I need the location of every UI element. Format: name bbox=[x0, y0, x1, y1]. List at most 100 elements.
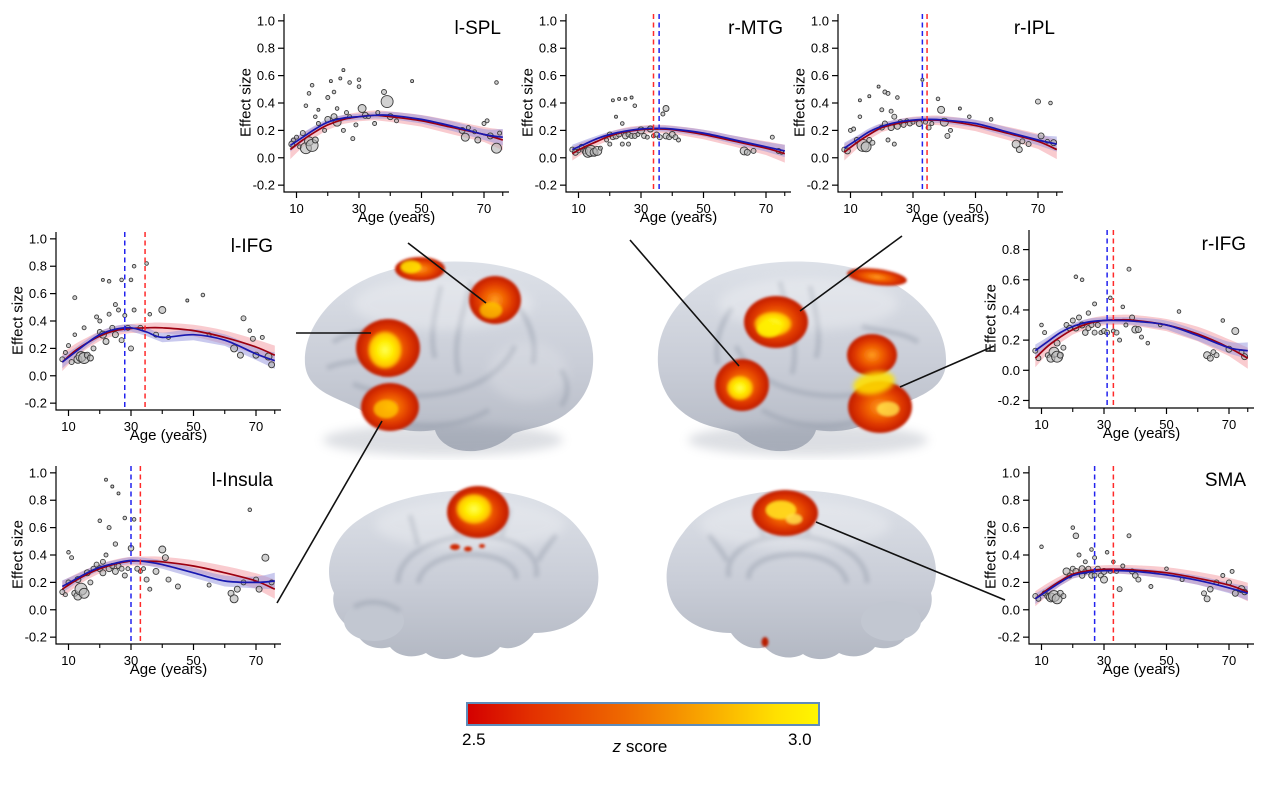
data-point bbox=[255, 585, 263, 593]
data-point bbox=[1135, 576, 1142, 583]
red-fit-curve bbox=[1034, 568, 1249, 600]
data-point bbox=[1076, 314, 1082, 321]
data-point bbox=[334, 106, 340, 111]
data-point bbox=[1120, 563, 1126, 569]
y-tick-label: 0.0 bbox=[257, 150, 275, 165]
data-point bbox=[81, 325, 87, 331]
y-tick-label: 0.2 bbox=[29, 341, 47, 356]
x-tick-label: 50 bbox=[696, 201, 710, 216]
data-point bbox=[1037, 132, 1045, 140]
data-point bbox=[957, 106, 962, 111]
panel-title: SMA bbox=[1204, 470, 1246, 491]
data-point bbox=[240, 315, 247, 322]
data-point bbox=[644, 134, 650, 140]
panel-title: l-IFG bbox=[230, 236, 273, 257]
data-point bbox=[106, 311, 112, 317]
colorbar-gradient bbox=[466, 702, 820, 726]
data-point bbox=[1126, 266, 1132, 272]
data-point bbox=[662, 105, 670, 112]
y-tick-label: 0.8 bbox=[29, 493, 47, 508]
data-point bbox=[967, 114, 972, 119]
activation-core bbox=[757, 321, 781, 337]
data-point bbox=[158, 545, 167, 554]
data-point bbox=[1019, 138, 1026, 145]
data-point bbox=[867, 94, 872, 99]
data-point bbox=[474, 136, 482, 144]
data-point bbox=[128, 345, 134, 352]
activation-core bbox=[766, 501, 796, 519]
scatter-plot-l-ifg: -0.2 0.0 0.2 0.4 0.6 0.8 1.0 10 30 50 70 bbox=[25, 231, 281, 434]
colorbar-title-rest: score bbox=[621, 737, 668, 756]
x-tick-label: 30 bbox=[352, 201, 366, 216]
data-point bbox=[623, 96, 628, 101]
data-point bbox=[888, 108, 894, 114]
data-point bbox=[1079, 277, 1085, 283]
brain-surface bbox=[304, 261, 594, 456]
panel-l-insula: Effect size l-Insula Age (years) -0.2 0.0… bbox=[10, 458, 295, 690]
data-point bbox=[381, 89, 387, 95]
x-tick-label: 70 bbox=[759, 201, 773, 216]
data-point bbox=[350, 136, 356, 142]
panel-title: r-MTG bbox=[728, 18, 783, 39]
y-tick-label: 1.0 bbox=[811, 13, 829, 28]
data-point bbox=[1201, 590, 1207, 597]
activation-speck bbox=[761, 637, 769, 647]
data-point bbox=[236, 351, 244, 359]
x-tick-label: 10 bbox=[289, 201, 303, 216]
y-tick-label: 0.2 bbox=[1002, 575, 1020, 590]
data-point bbox=[1104, 550, 1110, 555]
data-point bbox=[306, 91, 312, 96]
y-tick-label: 1.0 bbox=[539, 13, 557, 28]
scatter-plot-r-ipl: -0.2 0.0 0.2 0.4 0.6 0.8 1.0 10 30 50 70 bbox=[807, 13, 1063, 216]
data-point bbox=[125, 566, 131, 572]
data-point bbox=[331, 89, 337, 95]
data-point bbox=[353, 122, 359, 128]
data-point bbox=[116, 491, 121, 496]
y-tick-label: 0.6 bbox=[1002, 520, 1020, 535]
blue-fit-curve bbox=[1034, 569, 1249, 600]
data-point bbox=[185, 298, 190, 303]
data-point bbox=[988, 117, 994, 122]
data-point bbox=[491, 142, 502, 154]
y-tick-label: 0.6 bbox=[257, 68, 275, 83]
data-point bbox=[247, 507, 253, 513]
data-point bbox=[325, 95, 331, 100]
data-point bbox=[857, 98, 862, 103]
data-point bbox=[484, 118, 490, 124]
data-point bbox=[632, 103, 638, 108]
data-point bbox=[1176, 309, 1182, 314]
y-tick-label: 0.4 bbox=[257, 96, 275, 111]
data-point bbox=[356, 84, 362, 89]
x-axis-label: Age (years) bbox=[129, 427, 208, 444]
y-tick-label: 0.6 bbox=[1002, 272, 1020, 287]
y-tick-label: 0.0 bbox=[1002, 602, 1020, 617]
data-point bbox=[328, 79, 333, 84]
data-point bbox=[119, 277, 124, 283]
data-point bbox=[152, 567, 160, 575]
y-tick-label: -0.2 bbox=[25, 396, 47, 411]
data-point bbox=[121, 572, 128, 579]
data-point bbox=[104, 477, 108, 482]
y-tick-label: 0.6 bbox=[811, 68, 829, 83]
data-point bbox=[72, 295, 78, 301]
data-point bbox=[94, 314, 100, 320]
data-point bbox=[122, 313, 128, 318]
x-tick-label: 50 bbox=[414, 201, 428, 216]
data-point bbox=[1048, 100, 1053, 106]
data-point bbox=[200, 292, 206, 298]
x-tick-label: 50 bbox=[968, 201, 982, 216]
data-point bbox=[619, 141, 625, 147]
panel-r-ipl: Effect size r-IPL Age (years) -0.2 0.0 0.2… bbox=[792, 6, 1077, 238]
data-point bbox=[1231, 327, 1240, 336]
y-tick-label: 0.0 bbox=[29, 368, 47, 383]
y-tick-label: 0.2 bbox=[811, 123, 829, 138]
panel-title: l-SPL bbox=[454, 18, 501, 39]
data-point bbox=[158, 306, 167, 314]
x-tick-label: 70 bbox=[477, 201, 491, 216]
data-point bbox=[118, 565, 125, 572]
data-point bbox=[340, 127, 346, 133]
data-point bbox=[311, 136, 319, 144]
data-point bbox=[103, 552, 109, 558]
scatter-plot-l-insula: -0.2 0.0 0.2 0.4 0.6 0.8 1.0 10 30 50 70 bbox=[25, 465, 281, 668]
data-point bbox=[750, 147, 757, 154]
